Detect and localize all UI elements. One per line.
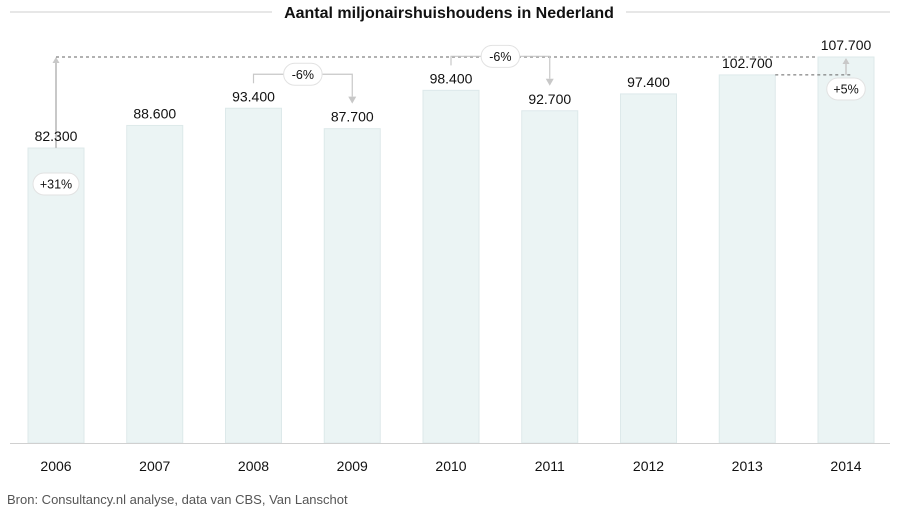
annotation-2-label: -6%: [480, 44, 521, 68]
bar-2014: [817, 56, 875, 444]
tick-label-2010: 2010: [435, 458, 466, 474]
value-label-2006: 82.300: [35, 128, 78, 144]
tick-label-2008: 2008: [238, 458, 269, 474]
bar-2012: [620, 93, 677, 444]
annotation-0-label-bg: [32, 172, 80, 196]
annotation-2-arrow: [545, 78, 554, 86]
annotation-1-arrow: [348, 96, 357, 104]
annotation-2-label-text: -6%: [489, 50, 511, 64]
value-label-2014: 107.700: [821, 37, 872, 53]
annotation-2-label-bg: [480, 44, 521, 68]
annotation-1-label-bg: [283, 62, 323, 86]
value-label-2010: 98.400: [430, 70, 473, 86]
tick-label-2006: 2006: [40, 458, 71, 474]
tick-label-2007: 2007: [139, 458, 170, 474]
bar-2009: [323, 128, 381, 444]
bar-2010: [422, 89, 480, 444]
tick-label-2011: 2011: [535, 458, 565, 474]
bar-2011: [521, 110, 579, 444]
bar-2007: [126, 124, 184, 444]
chart-title: Aantal miljonairshuishoudens in Nederlan…: [284, 5, 614, 22]
tick-label-2012: 2012: [633, 458, 664, 474]
value-label-2008: 93.400: [232, 88, 275, 104]
annotation-3-arrow: [842, 58, 850, 64]
bar-2006: [27, 147, 85, 444]
annotation-0-label-text: +31%: [40, 178, 72, 192]
tick-label-2009: 2009: [337, 458, 368, 474]
value-label-2009: 87.700: [331, 109, 374, 125]
bar-2008: [225, 107, 282, 444]
tick-label-2014: 2014: [830, 458, 861, 474]
bar-2013: [718, 74, 776, 444]
tick-label-2013: 2013: [732, 458, 763, 474]
annotation-1-label: -6%: [283, 62, 323, 86]
annotation-3-label: +5%: [826, 77, 866, 101]
annotation-0-arrow: [52, 57, 60, 63]
annotation-1-label-text: -6%: [292, 68, 314, 82]
annotation-3-label-bg: [826, 77, 866, 101]
value-label-2007: 88.600: [133, 105, 176, 121]
annotation-0-label: +31%: [32, 172, 80, 196]
annotation-3-label-text: +5%: [833, 83, 858, 97]
value-label-2011: 92.700: [528, 91, 571, 107]
source-note: Bron: Consultancy.nl analyse, data van C…: [7, 492, 348, 507]
value-label-2013: 102.700: [722, 55, 773, 71]
value-label-2012: 97.400: [627, 74, 670, 90]
